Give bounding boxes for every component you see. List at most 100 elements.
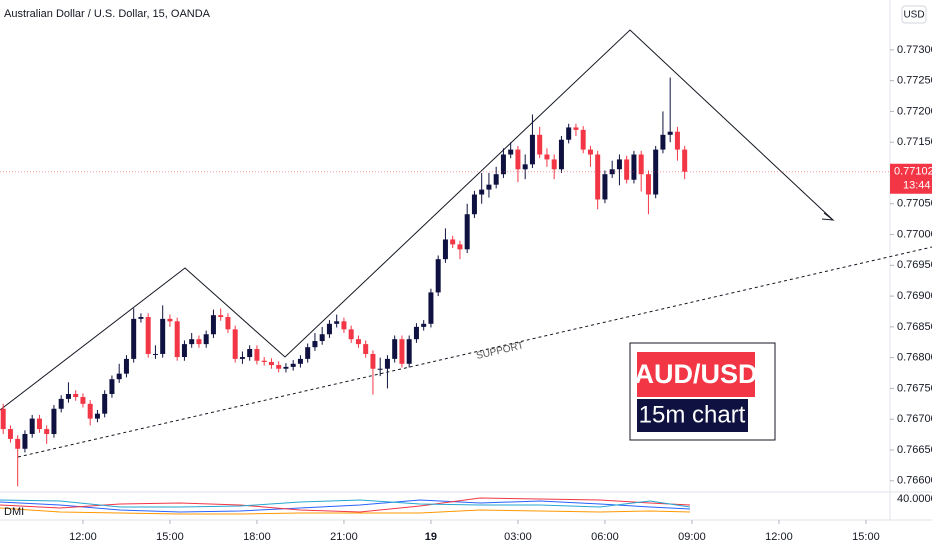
candle-body	[22, 433, 28, 449]
badge-subtitle-bg	[637, 399, 748, 432]
candle-body	[682, 149, 688, 172]
candle-body	[370, 353, 376, 369]
last-price-bg	[890, 163, 932, 194]
candle-body	[283, 366, 289, 369]
candle-body	[305, 347, 311, 359]
candle-body	[131, 318, 137, 359]
candle-body	[421, 323, 427, 327]
candle-body	[587, 149, 593, 155]
candle-body	[624, 159, 630, 180]
candle-body	[471, 194, 477, 215]
candle-body	[254, 349, 260, 361]
currency[interactable]: USD	[903, 10, 924, 21]
candle-body	[348, 329, 354, 340]
candle-body	[486, 184, 492, 190]
candle-body	[384, 358, 390, 369]
candle-body	[674, 131, 680, 150]
candle-body	[51, 408, 57, 434]
candle-body	[551, 159, 557, 170]
candle-body	[428, 292, 434, 324]
candle-body	[232, 329, 238, 359]
candle-body	[406, 339, 412, 364]
candle-body	[377, 368, 383, 370]
support-line	[17, 246, 932, 458]
candle-body	[573, 127, 579, 130]
candle-body	[508, 149, 514, 155]
candle-body	[616, 159, 622, 170]
arrow-head	[821, 212, 835, 221]
chart-title: Australian Dollar / U.S. Dollar, 15, OAN…	[4, 8, 211, 20]
candle-body	[464, 214, 470, 250]
candle-body	[29, 418, 35, 434]
candle-body	[558, 139, 564, 170]
candle-body	[290, 363, 296, 367]
candle-body	[392, 339, 398, 359]
candle-body	[218, 315, 224, 318]
candle-body	[152, 353, 158, 355]
candle-body	[247, 349, 253, 358]
candle-body	[210, 315, 216, 335]
candle-body	[109, 379, 115, 394]
candle-body	[522, 164, 528, 170]
dmi-line	[0, 499, 691, 508]
candle-body	[363, 344, 369, 354]
x-tick-label: 06:00	[591, 531, 619, 543]
candle-body	[537, 134, 543, 155]
candle-body	[138, 317, 144, 319]
x-tick-label: 21:00	[330, 531, 358, 543]
candle-body	[638, 154, 644, 175]
candle-body	[355, 339, 361, 345]
candle-body	[500, 154, 506, 175]
x-tick-label: 15:00	[156, 531, 184, 543]
candle-body	[529, 134, 535, 165]
candle-body	[239, 357, 245, 359]
candle-body	[326, 323, 332, 335]
candle-body	[566, 127, 572, 140]
candle-body	[181, 344, 187, 358]
x-tick-label: 19	[425, 531, 437, 543]
candle-body	[276, 365, 282, 369]
pattern-line	[0, 29, 834, 411]
candle-body	[595, 154, 601, 200]
candle-body	[667, 131, 673, 135]
badge-title: AUD/USD	[634, 359, 757, 389]
candle-body	[341, 321, 347, 330]
dmi-line	[0, 507, 691, 515]
candle-body	[102, 393, 108, 414]
x-tick-label: 09:00	[678, 531, 706, 543]
currency-box[interactable]	[901, 5, 927, 24]
candle-body	[15, 438, 21, 449]
candle-body	[399, 339, 405, 364]
candle-body	[44, 429, 50, 434]
candle-body	[0, 408, 6, 430]
candle-body	[189, 339, 195, 345]
candle-body	[196, 339, 202, 345]
dmi-line	[0, 499, 691, 513]
candle-body	[442, 239, 448, 260]
candle-body	[660, 134, 666, 150]
candle-body	[58, 398, 64, 409]
candle-body	[645, 174, 651, 195]
x-tick-label: 12:00	[765, 531, 793, 543]
dmi-line	[0, 497, 691, 513]
candle-body	[435, 259, 441, 293]
candle-body	[450, 239, 456, 245]
candle-body	[653, 149, 659, 195]
candle-body	[123, 358, 129, 374]
candle-body	[167, 318, 173, 322]
candle-body	[80, 397, 86, 404]
candle-body	[225, 317, 231, 330]
candle-body	[203, 334, 209, 345]
